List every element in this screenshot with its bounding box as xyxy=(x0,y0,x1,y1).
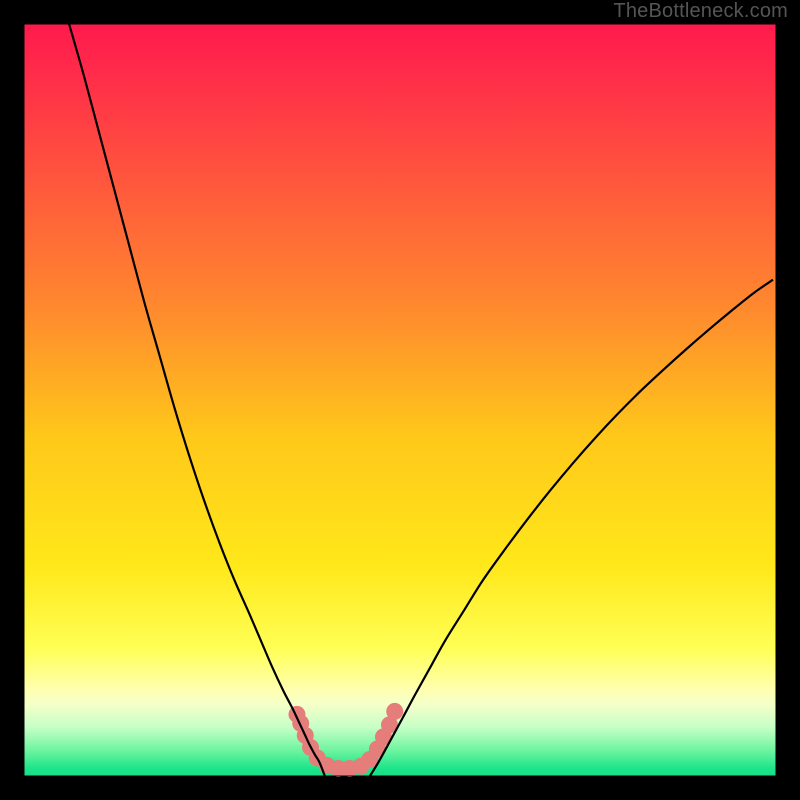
plot-frame: TheBottleneck.com xyxy=(0,0,800,800)
bottleneck-chart xyxy=(0,0,800,800)
optimal-range-dot xyxy=(386,703,403,720)
plot-area xyxy=(24,24,776,776)
